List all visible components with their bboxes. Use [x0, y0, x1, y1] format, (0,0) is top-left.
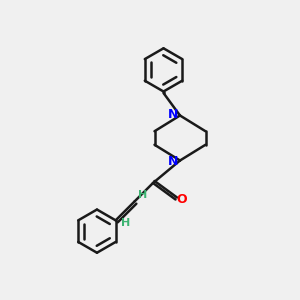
Text: N: N	[168, 154, 178, 168]
Text: N: N	[168, 108, 178, 122]
Text: H: H	[138, 190, 147, 200]
Text: H: H	[121, 218, 130, 228]
Text: O: O	[177, 193, 188, 206]
